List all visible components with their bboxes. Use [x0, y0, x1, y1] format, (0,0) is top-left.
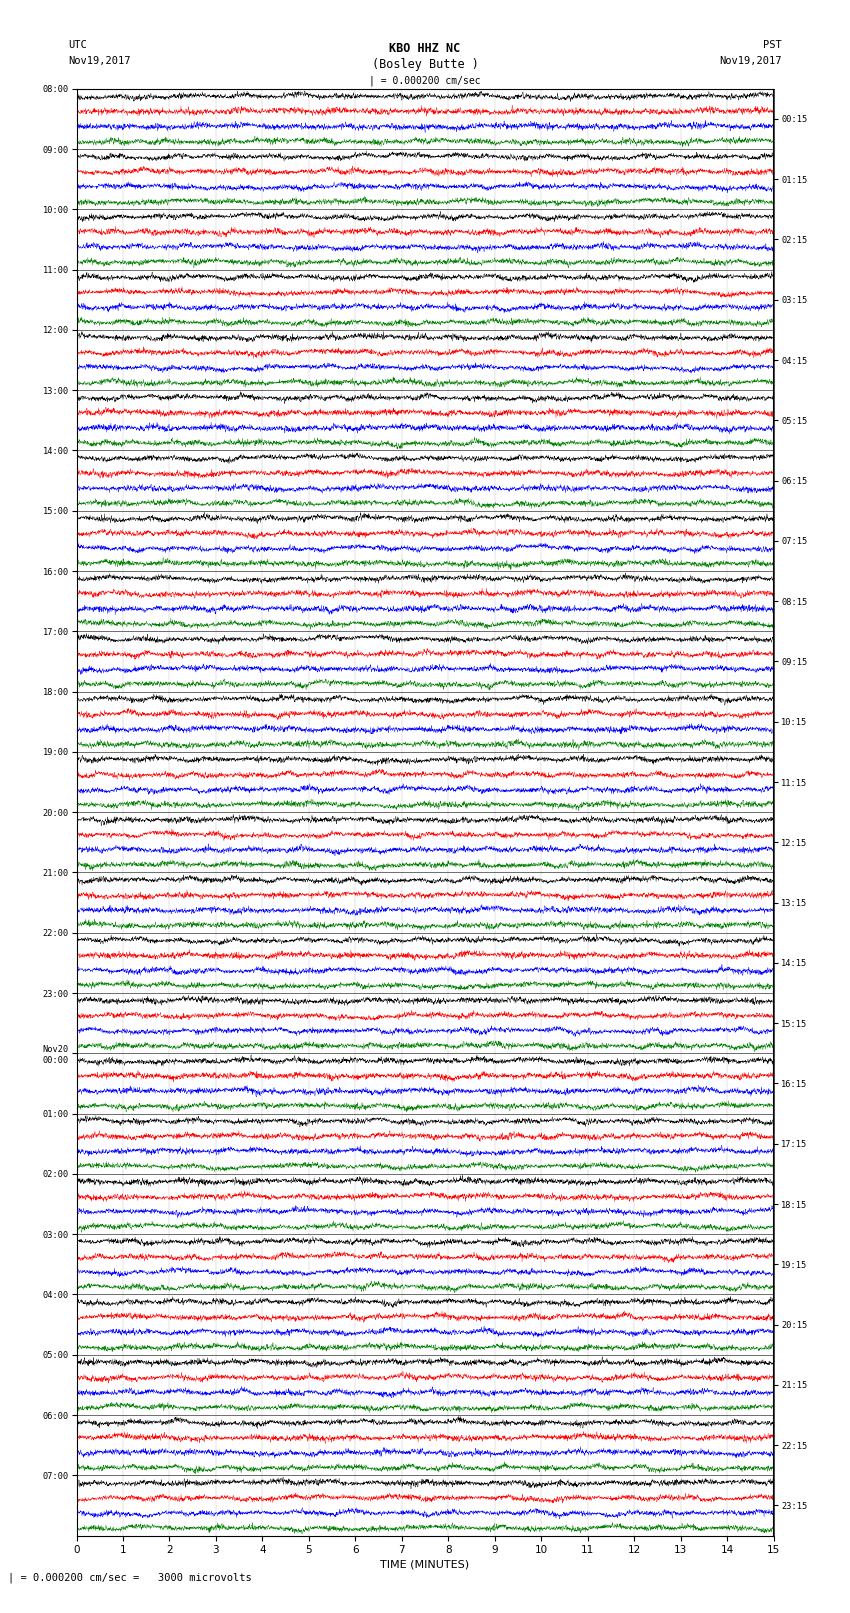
Text: (Bosley Butte ): (Bosley Butte )	[371, 58, 479, 71]
Text: | = 0.000200 cm/sec =   3000 microvolts: | = 0.000200 cm/sec = 3000 microvolts	[8, 1573, 252, 1582]
Text: UTC: UTC	[68, 40, 87, 50]
Text: PST: PST	[763, 40, 782, 50]
Text: KBO HHZ NC: KBO HHZ NC	[389, 42, 461, 55]
Text: Nov19,2017: Nov19,2017	[719, 56, 782, 66]
Text: | = 0.000200 cm/sec: | = 0.000200 cm/sec	[369, 76, 481, 85]
X-axis label: TIME (MINUTES): TIME (MINUTES)	[381, 1560, 469, 1569]
Text: Nov19,2017: Nov19,2017	[68, 56, 131, 66]
